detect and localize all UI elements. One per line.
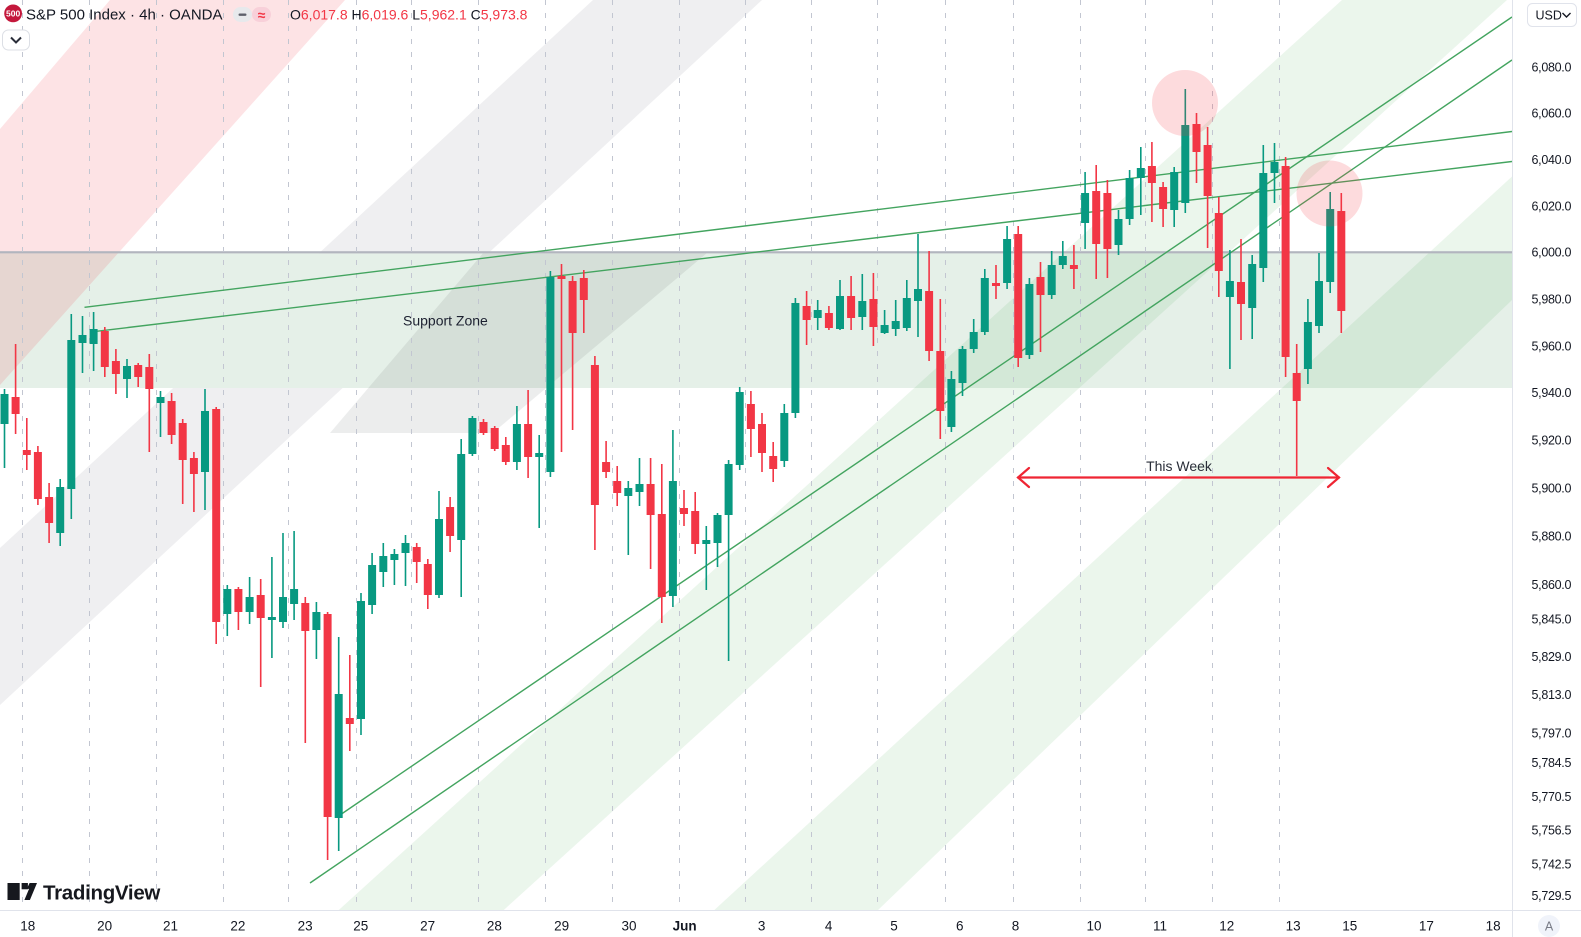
svg-text:11: 11 <box>1153 919 1167 934</box>
svg-text:This Week: This Week <box>1146 458 1213 474</box>
svg-text:28: 28 <box>487 919 502 934</box>
svg-text:≈: ≈ <box>258 7 266 23</box>
svg-text:15: 15 <box>1342 919 1357 934</box>
svg-text:23: 23 <box>298 919 313 934</box>
svg-text:5,770.5: 5,770.5 <box>1532 790 1572 804</box>
svg-text:Support Zone: Support Zone <box>403 313 488 329</box>
svg-text:6: 6 <box>956 919 964 934</box>
svg-text:6,040.0: 6,040.0 <box>1532 153 1572 167</box>
svg-text:5,980.0: 5,980.0 <box>1532 292 1572 306</box>
svg-text:Jun: Jun <box>673 919 697 934</box>
svg-text:12: 12 <box>1219 919 1234 934</box>
svg-text:5,742.5: 5,742.5 <box>1532 857 1572 871</box>
svg-text:3: 3 <box>758 919 766 934</box>
svg-text:10: 10 <box>1086 919 1101 934</box>
svg-text:25: 25 <box>353 919 368 934</box>
svg-text:6,060.0: 6,060.0 <box>1532 107 1572 121</box>
svg-text:5,960.0: 5,960.0 <box>1532 340 1572 354</box>
svg-text:8: 8 <box>1012 919 1020 934</box>
svg-text:5,813.0: 5,813.0 <box>1532 688 1572 702</box>
svg-text:18: 18 <box>20 919 35 934</box>
svg-text:6,020.0: 6,020.0 <box>1532 200 1572 214</box>
svg-text:6,080.0: 6,080.0 <box>1532 61 1572 75</box>
svg-text:A: A <box>1545 920 1554 934</box>
svg-text:5,940.0: 5,940.0 <box>1532 386 1572 400</box>
svg-text:500: 500 <box>6 9 20 19</box>
svg-text:18: 18 <box>1486 919 1501 934</box>
svg-text:5,860.0: 5,860.0 <box>1532 578 1572 592</box>
svg-text:S&P 500 Index · 4h · OANDA: S&P 500 Index · 4h · OANDA <box>26 7 223 24</box>
svg-text:4: 4 <box>825 919 833 934</box>
svg-text:6,000.0: 6,000.0 <box>1532 246 1572 260</box>
svg-text:5,920.0: 5,920.0 <box>1532 434 1572 448</box>
svg-text:TradingView: TradingView <box>43 882 160 905</box>
svg-text:5,829.0: 5,829.0 <box>1532 650 1572 664</box>
svg-text:5,845.0: 5,845.0 <box>1532 612 1572 626</box>
svg-text:5: 5 <box>890 919 898 934</box>
svg-text:5,729.5: 5,729.5 <box>1532 889 1572 903</box>
svg-text:21: 21 <box>163 919 178 934</box>
svg-text:22: 22 <box>230 919 245 934</box>
svg-text:17: 17 <box>1419 919 1434 934</box>
svg-text:O6,017.8 H6,019.6 L5,962.1 C5,: O6,017.8 H6,019.6 L5,962.1 C5,973.8 <box>290 7 528 23</box>
svg-text:13: 13 <box>1286 919 1301 934</box>
svg-text:20: 20 <box>97 919 112 934</box>
svg-text:USD: USD <box>1536 9 1562 23</box>
svg-text:27: 27 <box>420 919 435 934</box>
svg-text:5,900.0: 5,900.0 <box>1532 482 1572 496</box>
svg-text:30: 30 <box>621 919 636 934</box>
svg-text:5,784.5: 5,784.5 <box>1532 756 1572 770</box>
svg-text:29: 29 <box>554 919 569 934</box>
svg-text:5,797.0: 5,797.0 <box>1532 726 1572 740</box>
svg-text:5,756.5: 5,756.5 <box>1532 824 1572 838</box>
svg-text:5,880.0: 5,880.0 <box>1532 530 1572 544</box>
